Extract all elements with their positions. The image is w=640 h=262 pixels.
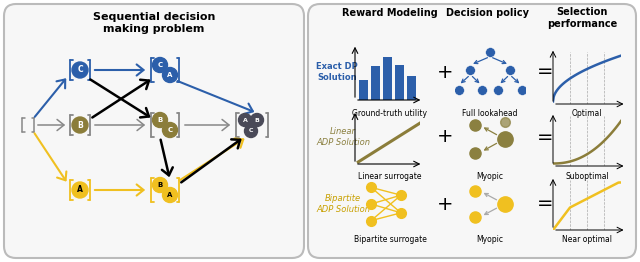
Text: B: B [255, 117, 259, 123]
Bar [359, 80, 368, 100]
Text: Linear surrogate: Linear surrogate [358, 172, 422, 181]
Circle shape [72, 182, 88, 198]
Text: Exact DP
Solution: Exact DP Solution [316, 62, 358, 82]
Circle shape [244, 124, 257, 138]
Text: +: + [436, 128, 453, 146]
Circle shape [163, 68, 177, 83]
Text: Myopic: Myopic [477, 172, 504, 181]
Circle shape [152, 112, 168, 128]
Text: Bipartite
ADP Solution: Bipartite ADP Solution [316, 194, 370, 214]
Text: Reward Modeling: Reward Modeling [342, 8, 438, 18]
Text: A: A [167, 72, 173, 78]
Text: =: = [537, 194, 553, 214]
Text: A: A [77, 185, 83, 194]
Text: =: = [537, 128, 553, 146]
Bar [395, 65, 404, 100]
Text: C: C [168, 127, 173, 133]
Text: Near optimal: Near optimal [562, 235, 612, 244]
Text: Suboptimal: Suboptimal [565, 172, 609, 181]
Text: B: B [157, 117, 163, 123]
Bar [383, 57, 392, 100]
Text: Ground-truth utility: Ground-truth utility [353, 109, 428, 118]
Bar [371, 66, 380, 100]
Circle shape [72, 117, 88, 133]
Circle shape [163, 123, 177, 138]
Text: Linear
ADP Solution: Linear ADP Solution [316, 127, 370, 147]
FancyBboxPatch shape [308, 4, 636, 258]
Text: C: C [77, 66, 83, 74]
Text: Sequential decision
making problem: Sequential decision making problem [93, 12, 215, 34]
Text: +: + [436, 194, 453, 214]
Text: A: A [167, 192, 173, 198]
Bar [407, 77, 416, 100]
Text: Selection
performance: Selection performance [547, 7, 617, 29]
Text: +: + [436, 63, 453, 81]
Text: Myopic: Myopic [477, 235, 504, 244]
Circle shape [163, 188, 177, 203]
Text: B: B [77, 121, 83, 129]
Text: C: C [157, 62, 163, 68]
Text: Decision policy: Decision policy [445, 8, 529, 18]
Text: C: C [249, 128, 253, 134]
Circle shape [239, 113, 252, 127]
Text: Bipartite surrogate: Bipartite surrogate [353, 235, 426, 244]
Text: B: B [157, 182, 163, 188]
Text: A: A [243, 117, 248, 123]
FancyBboxPatch shape [4, 4, 304, 258]
Circle shape [152, 57, 168, 73]
Circle shape [72, 62, 88, 78]
Text: Full lookahead: Full lookahead [462, 109, 518, 118]
Circle shape [250, 113, 264, 127]
Text: Optimal: Optimal [572, 109, 602, 118]
Circle shape [152, 177, 168, 193]
Text: =: = [537, 63, 553, 81]
